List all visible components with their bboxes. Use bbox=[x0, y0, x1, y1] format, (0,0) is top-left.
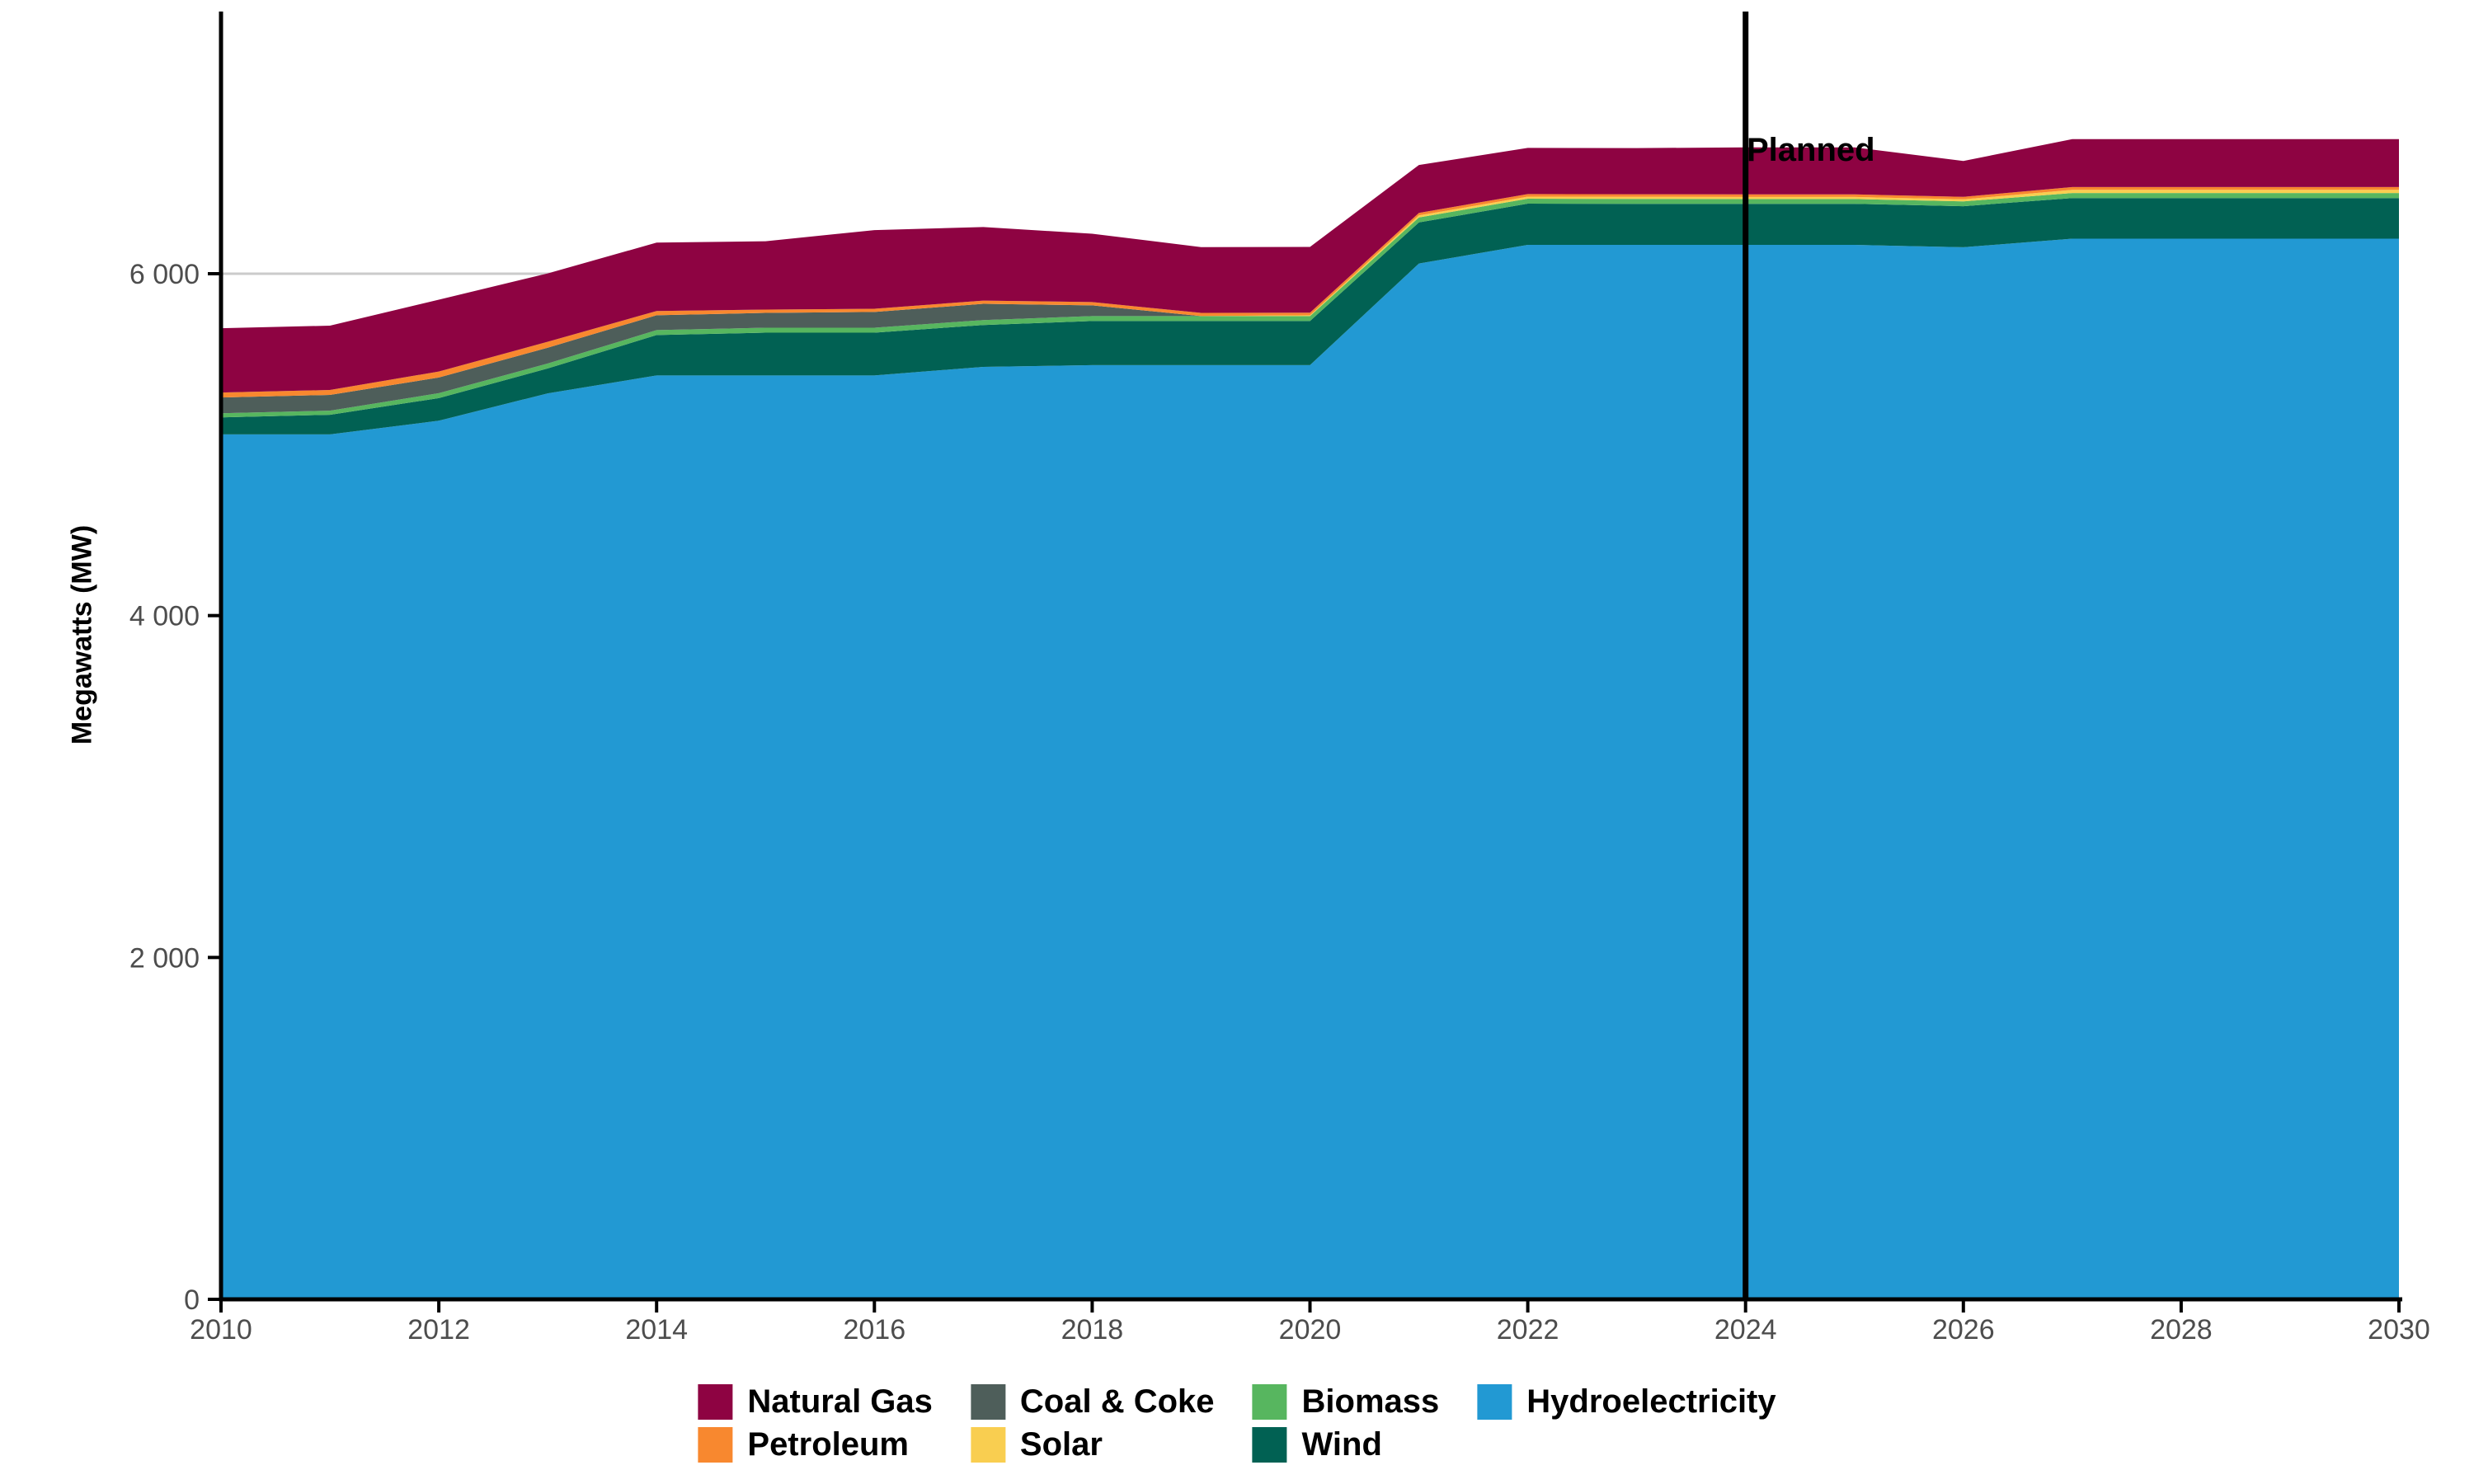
y-tick-label-6000: 6 000 bbox=[129, 259, 200, 290]
legend-item-wind: Wind bbox=[1252, 1426, 1440, 1463]
legend-item-petroleum: Petroleum bbox=[698, 1426, 933, 1463]
legend-column: Coal & Coke Solar bbox=[970, 1383, 1215, 1463]
x-tick-label-2014: 2014 bbox=[625, 1314, 688, 1345]
legend-column: Biomass Wind bbox=[1252, 1383, 1440, 1463]
area-biomass bbox=[221, 193, 2399, 418]
petroleum-legend-key bbox=[698, 1427, 733, 1463]
legend-item-solar: Solar bbox=[970, 1426, 1215, 1463]
natural-gas-legend-label: Natural Gas bbox=[747, 1383, 933, 1420]
solar-legend-label: Solar bbox=[1019, 1426, 1103, 1463]
solar-legend-key bbox=[970, 1427, 1005, 1463]
planned-annotation-label: Planned bbox=[1747, 132, 1875, 168]
coal-coke-legend-key bbox=[970, 1384, 1005, 1420]
area-wind bbox=[221, 198, 2399, 434]
natural-gas-legend-key bbox=[698, 1384, 733, 1420]
area-petroleum bbox=[221, 186, 2399, 398]
x-tick-label-2012: 2012 bbox=[407, 1314, 470, 1345]
x-tick-label-2018: 2018 bbox=[1061, 1314, 1124, 1345]
x-tick-label-2010: 2010 bbox=[190, 1314, 252, 1345]
y-tick-label-4000: 4 000 bbox=[129, 601, 200, 632]
x-tick-label-2030: 2030 bbox=[2368, 1314, 2430, 1345]
legend-column: Natural Gas Petroleum bbox=[698, 1383, 933, 1463]
y-tick-label-2000: 2 000 bbox=[129, 942, 200, 974]
x-tick-label-2022: 2022 bbox=[1497, 1314, 1559, 1345]
area-coal-coke bbox=[221, 190, 2399, 414]
chart-legend: Natural Gas Petroleum Coal & Coke Solar Biom… bbox=[698, 1383, 1776, 1463]
x-tick-label-2026: 2026 bbox=[1932, 1314, 1995, 1345]
legend-item-coal-coke: Coal & Coke bbox=[970, 1383, 1215, 1421]
x-tick-label-2028: 2028 bbox=[2150, 1314, 2213, 1345]
x-tick-label-2016: 2016 bbox=[843, 1314, 905, 1345]
hydroelectricity-legend-label: Hydroelectricity bbox=[1526, 1383, 1776, 1420]
legend-item-natural-gas: Natural Gas bbox=[698, 1383, 933, 1421]
biomass-legend-label: Biomass bbox=[1301, 1383, 1440, 1420]
petroleum-legend-label: Petroleum bbox=[747, 1426, 909, 1463]
y-axis-title: Megawatts (MW) bbox=[66, 524, 98, 745]
x-tick-label-2020: 2020 bbox=[1279, 1314, 1342, 1345]
x-tick-label-2024: 2024 bbox=[1714, 1314, 1777, 1345]
wind-legend-label: Wind bbox=[1301, 1426, 1382, 1463]
biomass-legend-key bbox=[1252, 1384, 1287, 1420]
hydroelectricity-legend-key bbox=[1477, 1384, 1512, 1420]
legend-item-biomass: Biomass bbox=[1252, 1383, 1440, 1421]
area-hydroelectricity bbox=[221, 238, 2399, 1299]
wind-legend-key bbox=[1252, 1427, 1287, 1463]
legend-item-hydroelectricity: Hydroelectricity bbox=[1477, 1383, 1776, 1421]
legend-column: Hydroelectricity bbox=[1477, 1383, 1776, 1421]
area-natural-gas bbox=[221, 139, 2399, 393]
coal-coke-legend-label: Coal & Coke bbox=[1019, 1383, 1215, 1420]
y-tick-label-0: 0 bbox=[184, 1284, 200, 1316]
